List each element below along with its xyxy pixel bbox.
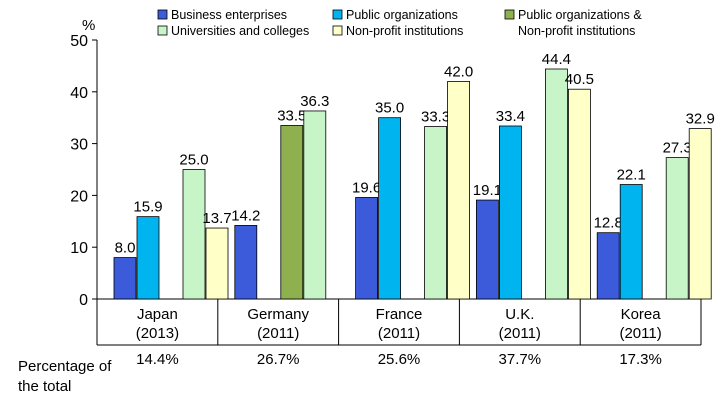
legend-label: Public organizations & bbox=[518, 8, 642, 22]
y-tick-label: 30 bbox=[70, 137, 88, 154]
bar bbox=[475, 199, 499, 300]
bar bbox=[665, 157, 689, 300]
bar bbox=[568, 88, 591, 300]
row-label-line2: the total bbox=[18, 378, 71, 395]
bar bbox=[136, 216, 160, 300]
bar bbox=[234, 225, 258, 300]
category-year: (2011) bbox=[499, 325, 541, 342]
data-label: 33.4 bbox=[496, 108, 525, 125]
y-tick-label: 20 bbox=[70, 188, 88, 205]
category-share: 14.4% bbox=[136, 351, 179, 368]
bar bbox=[498, 125, 522, 300]
data-label: 36.3 bbox=[300, 93, 329, 110]
bar bbox=[545, 68, 568, 300]
data-label: 33.3 bbox=[421, 109, 450, 126]
data-label: 13.7 bbox=[202, 210, 231, 227]
bar bbox=[303, 110, 327, 300]
data-label: 32.9 bbox=[686, 111, 715, 128]
bar bbox=[280, 125, 304, 300]
data-label: 22.1 bbox=[617, 167, 646, 184]
category-label: Korea bbox=[621, 306, 662, 323]
row-label-line1: Percentage of bbox=[18, 358, 112, 375]
data-label: 35.0 bbox=[375, 100, 404, 117]
data-label: 44.4 bbox=[542, 51, 571, 68]
data-label: 40.5 bbox=[565, 71, 594, 88]
bar bbox=[182, 169, 206, 300]
legend-label: Public organizations bbox=[346, 8, 458, 22]
legend-label: Universities and colleges bbox=[171, 24, 309, 38]
category-year: (2011) bbox=[257, 325, 299, 342]
bar bbox=[596, 232, 620, 300]
category-year: (2011) bbox=[619, 325, 661, 342]
category-label: U.K. bbox=[505, 306, 534, 323]
category-label: Germany bbox=[247, 306, 309, 323]
bar bbox=[378, 117, 402, 300]
data-label: 19.6 bbox=[352, 179, 381, 196]
category-share: 17.3% bbox=[619, 351, 662, 368]
bar bbox=[424, 126, 448, 300]
data-label: 27.3 bbox=[663, 140, 692, 157]
legend-swatch bbox=[157, 25, 168, 36]
legend-swatch bbox=[332, 9, 343, 20]
bar bbox=[113, 257, 137, 300]
legend-swatch bbox=[157, 9, 168, 20]
category-label: France bbox=[376, 306, 423, 323]
data-label: 42.0 bbox=[444, 63, 473, 80]
data-label: 15.9 bbox=[133, 199, 162, 216]
bar bbox=[688, 128, 712, 300]
legend-label: Non-profit institutions bbox=[518, 24, 635, 38]
bar bbox=[355, 197, 379, 300]
legend-swatch bbox=[504, 9, 515, 20]
data-label: 8.0 bbox=[115, 240, 136, 257]
legend-label: Non-profit institutions bbox=[346, 24, 463, 38]
bar bbox=[619, 184, 643, 300]
y-tick-label: 50 bbox=[70, 33, 88, 50]
bar bbox=[205, 227, 229, 300]
category-label: Japan bbox=[137, 306, 178, 323]
y-tick-label: 40 bbox=[70, 85, 88, 102]
category-year: (2013) bbox=[136, 325, 179, 342]
data-label: 19.1 bbox=[473, 182, 502, 199]
legend-label: Business enterprises bbox=[171, 8, 287, 22]
legend-swatch bbox=[332, 25, 343, 36]
data-label: 33.5 bbox=[277, 107, 306, 124]
y-tick-label: 0 bbox=[79, 292, 88, 309]
category-share: 26.7% bbox=[257, 351, 300, 368]
y-tick-label: 10 bbox=[70, 240, 88, 257]
data-label: 14.2 bbox=[231, 207, 260, 224]
category-year: (2011) bbox=[378, 325, 420, 342]
category-share: 37.7% bbox=[499, 351, 542, 368]
y-axis-label: % bbox=[82, 17, 95, 34]
data-label: 12.8 bbox=[594, 215, 623, 232]
bar bbox=[447, 81, 471, 300]
category-share: 25.6% bbox=[378, 351, 421, 368]
data-label: 25.0 bbox=[179, 152, 208, 169]
